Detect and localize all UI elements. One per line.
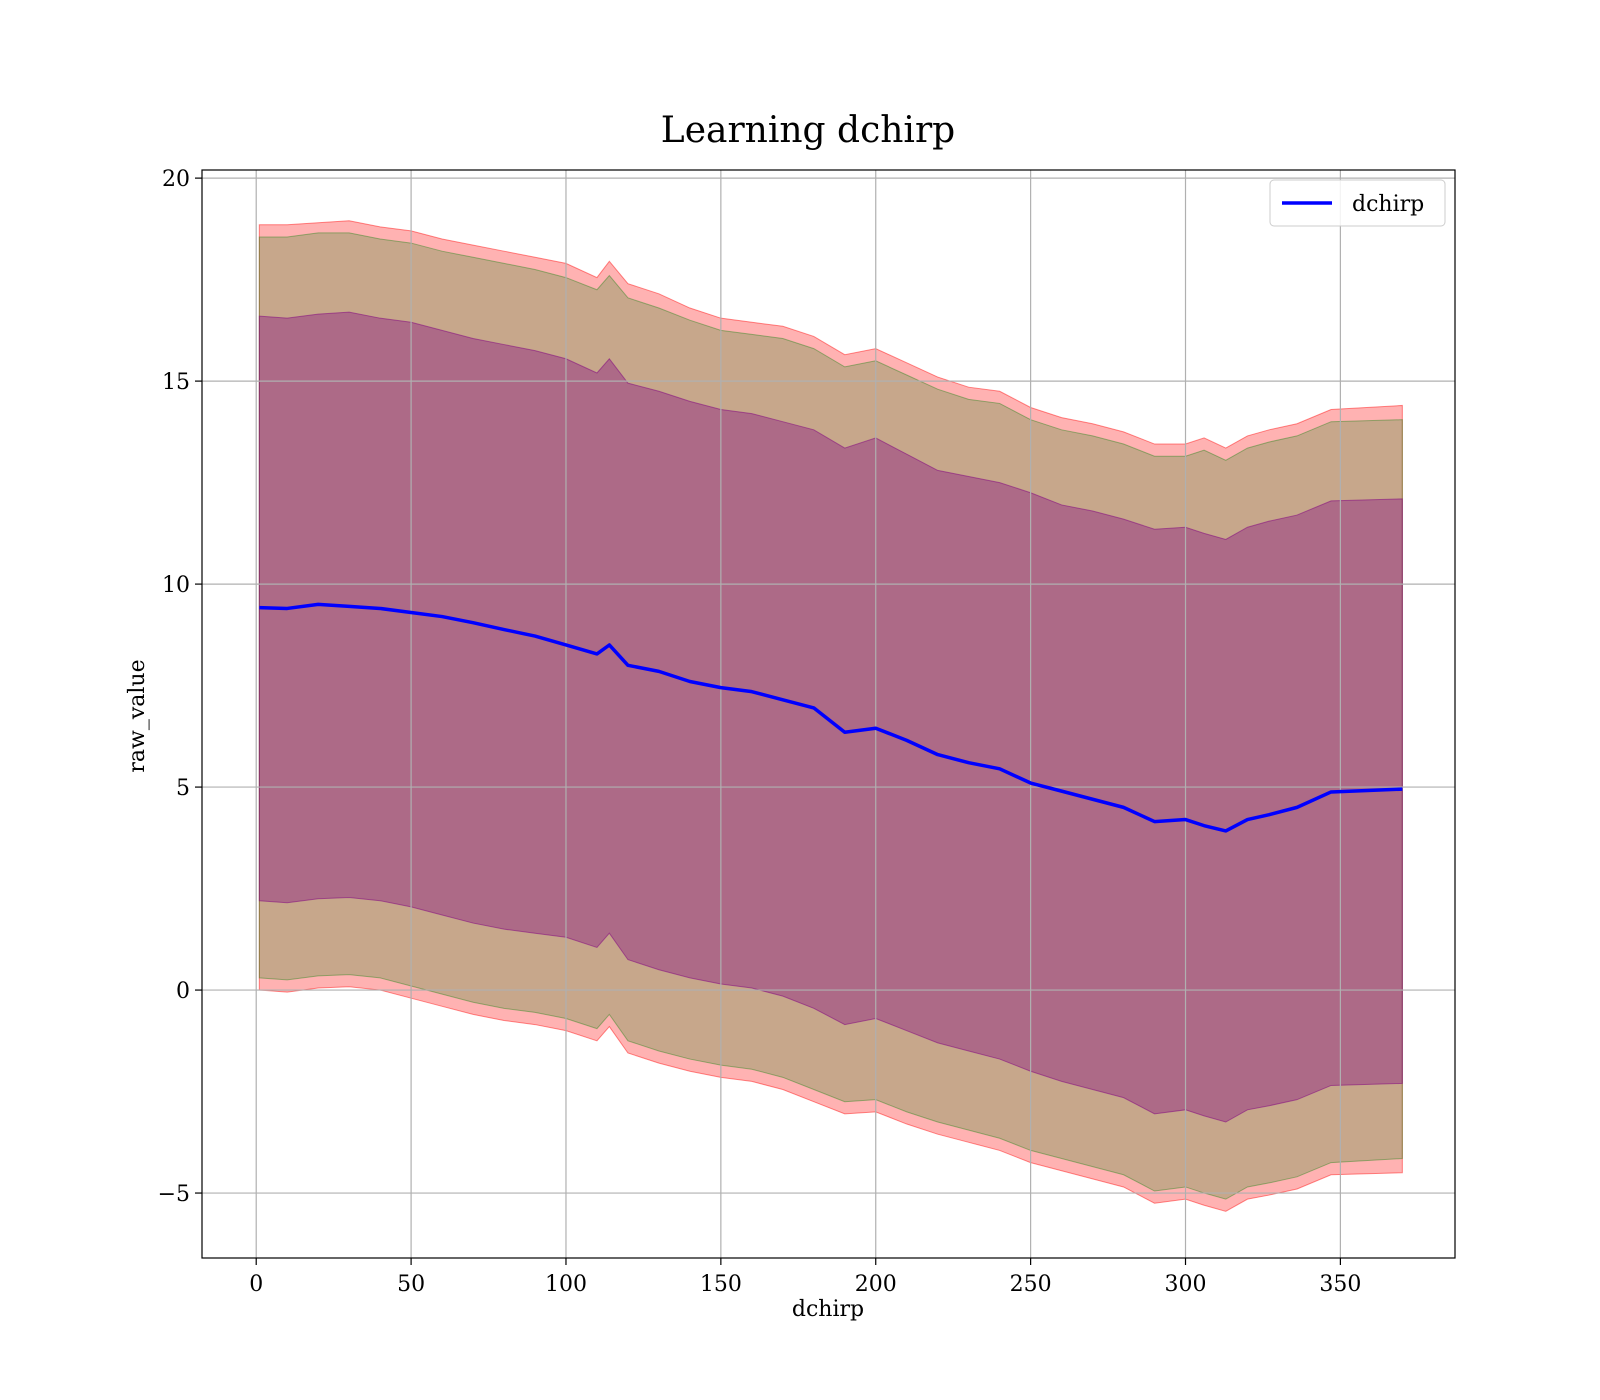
chart-title: Learning dchirp — [661, 110, 955, 151]
x-axis-label: dchirp — [792, 1297, 864, 1322]
band-inner — [258, 311, 1403, 1123]
band-middle — [258, 232, 1403, 1200]
legend: dchirp — [1269, 179, 1446, 227]
plot-frame — [201, 169, 1456, 1259]
x-tick-label: 250 — [1010, 1272, 1052, 1297]
confidence-bands — [258, 220, 1403, 1212]
grid — [202, 170, 1455, 1258]
x-tick-label: 350 — [1319, 1272, 1361, 1297]
x-tick-label: 150 — [700, 1272, 742, 1297]
y-tick-label: 0 — [176, 979, 190, 1004]
series-lines — [259, 602, 1403, 833]
y-tick-label: 15 — [162, 370, 190, 395]
axis-ticks: 0 50 100 150 200 250 300 350 −5 0 5 10 15 20 — [158, 167, 1362, 1297]
x-tick-label: 200 — [855, 1272, 897, 1297]
x-tick-label: 300 — [1165, 1272, 1207, 1297]
legend-box — [1269, 179, 1446, 227]
y-axis-label: raw_value — [125, 659, 150, 772]
series-line-dchirp — [259, 602, 1403, 833]
legend-label: dchirp — [1352, 192, 1424, 217]
band-outer — [258, 220, 1403, 1212]
y-tick-label: 10 — [162, 573, 190, 598]
y-tick-label: −5 — [158, 1182, 190, 1207]
y-tick-label: 20 — [162, 167, 190, 192]
x-tick-label: 0 — [249, 1272, 263, 1297]
y-tick-label: 5 — [176, 776, 190, 801]
x-tick-label: 100 — [545, 1272, 587, 1297]
x-tick-label: 50 — [397, 1272, 425, 1297]
